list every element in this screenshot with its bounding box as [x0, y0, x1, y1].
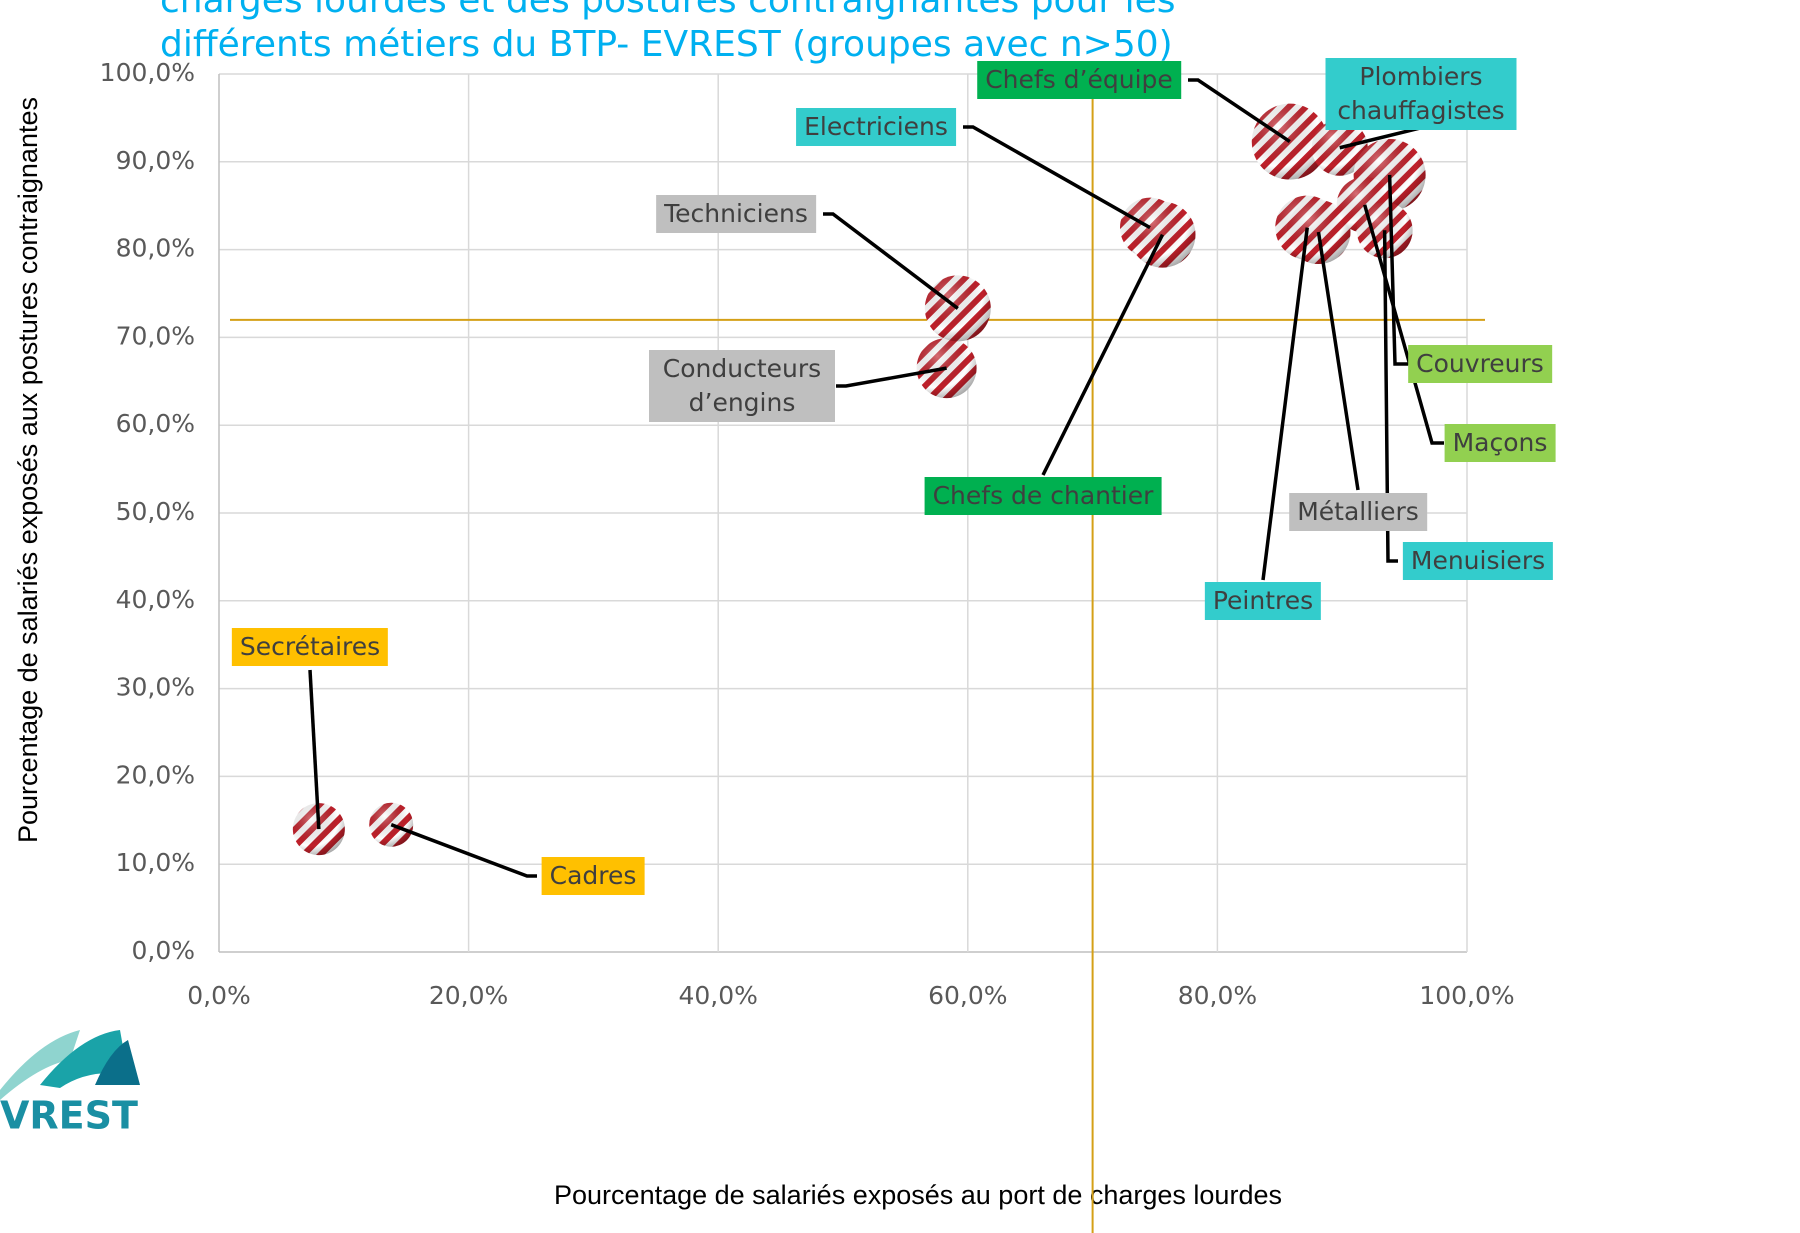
x-tick-label: 100,0% [1419, 981, 1514, 1010]
x-tick-label: 60,0% [928, 981, 1007, 1010]
y-tick-label: 50,0% [116, 497, 195, 526]
data-label: Maçons [1445, 424, 1556, 462]
page: body { margin: 0; width: 1800px; height:… [0, 0, 1800, 1233]
y-tick-label: 60,0% [116, 409, 195, 438]
data-label: Menuisiers [1403, 542, 1553, 580]
y-tick-label: 20,0% [116, 760, 195, 789]
data-label: Techniciens [656, 195, 816, 233]
data-label: Conducteurs d’engins [649, 350, 835, 422]
leader-line [1318, 232, 1358, 490]
logo [0, 1030, 140, 1100]
logo-text: VREST [0, 1094, 138, 1138]
data-label: Cadres [542, 857, 645, 895]
chart-container: charges lourdes et des postures contraig… [0, 0, 1800, 1233]
x-tick-label: 40,0% [678, 981, 757, 1010]
y-tick-label: 0,0% [131, 936, 195, 965]
chart-title: charges lourdes et des postures contraig… [160, 0, 1176, 21]
data-label: Plombiers chauffagistes [1326, 58, 1517, 130]
leader-line [963, 127, 1150, 228]
data-label: Couvreurs [1408, 345, 1552, 383]
leader-line [1043, 235, 1162, 475]
y-tick-label: 40,0% [116, 585, 195, 614]
leader-line [391, 825, 537, 876]
x-tick-label: 20,0% [429, 981, 508, 1010]
x-tick-label: 80,0% [1178, 981, 1257, 1010]
y-tick-label: 70,0% [116, 321, 195, 350]
chart-title: différents métiers du BTP- EVREST (group… [160, 24, 1173, 65]
x-tick-label: 0,0% [187, 981, 251, 1010]
y-axis-title: Pourcentage de salariés exposés aux post… [13, 97, 43, 843]
data-label: Peintres [1205, 582, 1321, 620]
data-label: Electriciens [796, 108, 956, 146]
y-tick-label: 80,0% [116, 234, 195, 263]
y-tick-label: 100,0% [100, 58, 195, 87]
leader-line [823, 214, 958, 308]
y-tick-label: 30,0% [116, 673, 195, 702]
data-label: Secrétaires [232, 628, 388, 666]
data-label: Chefs d’équipe [977, 61, 1181, 99]
y-tick-label: 10,0% [116, 848, 195, 877]
data-label: Chefs de chantier [925, 477, 1162, 515]
y-tick-label: 90,0% [116, 146, 195, 175]
chart: charges lourdes et des postures contraig… [0, 0, 1800, 1233]
x-axis-title: Pourcentage de salariés exposés au port … [554, 1180, 1282, 1210]
data-label: Métalliers [1289, 493, 1427, 531]
